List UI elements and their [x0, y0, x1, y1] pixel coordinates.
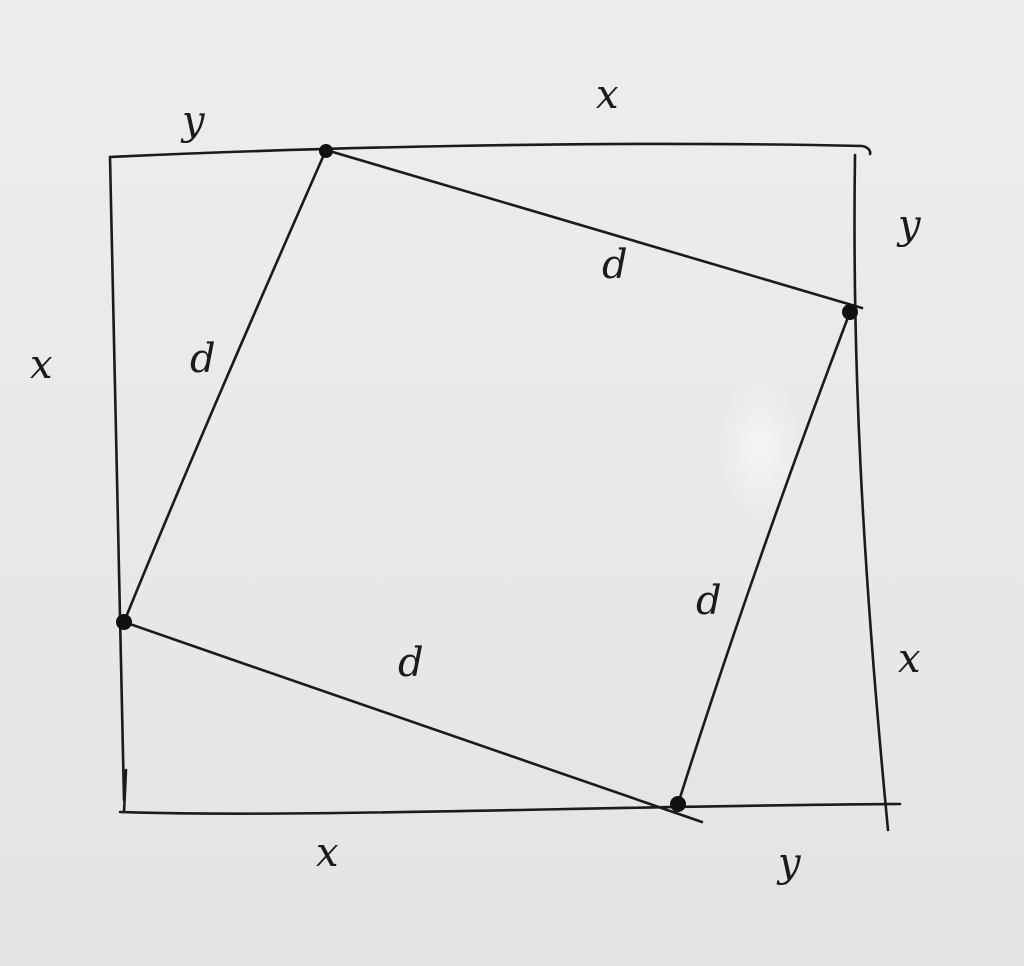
vertex-top [319, 144, 333, 158]
inner-square-side-top [324, 148, 864, 310]
label-bottom-right-y: y [776, 840, 802, 886]
inner-square-side-bottom [122, 620, 704, 824]
inner-square-side-right [676, 310, 852, 806]
label-d-left: d [190, 336, 216, 382]
vertex-left [116, 614, 132, 630]
outer-square-bottom-side [118, 802, 902, 815]
label-d-right: d [696, 578, 722, 624]
vertex-right [842, 304, 858, 320]
outer-square-top-side [108, 142, 872, 159]
label-top-right-x: x [596, 72, 619, 118]
outer-square-left-side [108, 155, 126, 802]
label-d-top: d [602, 242, 628, 288]
vertex-bottom [670, 796, 686, 812]
label-bottom-x: x [316, 830, 339, 876]
label-right-upper-y: y [896, 202, 922, 248]
label-left-x: x [30, 342, 53, 388]
label-d-bottom: d [398, 640, 424, 686]
inner-square-side-left [122, 148, 328, 624]
label-top-left-y: y [180, 98, 206, 144]
label-right-lower-x: x [898, 636, 921, 682]
corner-tick [122, 768, 128, 814]
outer-square-right-side [853, 153, 890, 832]
